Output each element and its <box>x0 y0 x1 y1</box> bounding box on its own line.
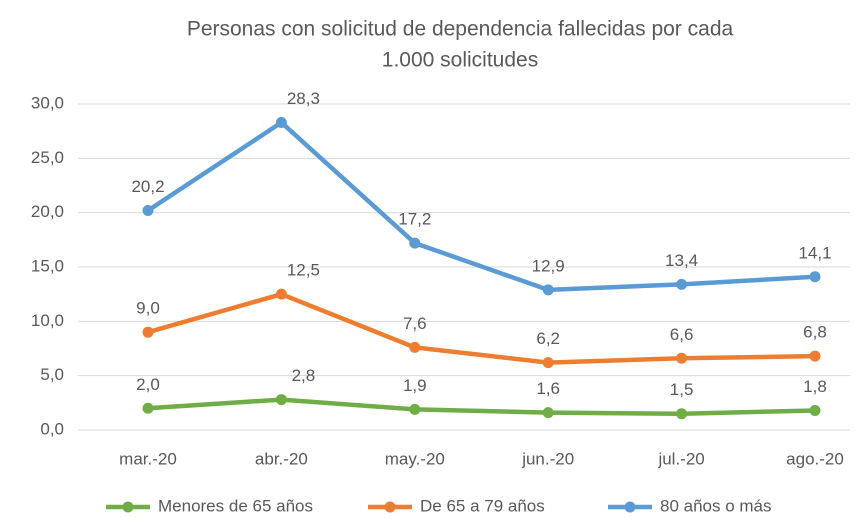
data-label: 13,4 <box>665 251 698 270</box>
data-label: 1,5 <box>670 380 694 399</box>
data-point <box>542 407 554 419</box>
data-label: 6,8 <box>803 323 827 342</box>
data-label: 2,8 <box>292 366 316 385</box>
chart-title: Personas con solicitud de dependencia fa… <box>187 18 734 41</box>
data-point <box>409 403 421 415</box>
data-label: 28,3 <box>287 89 320 108</box>
legend-label: De 65 a 79 años <box>420 496 545 515</box>
data-label: 6,6 <box>670 325 694 344</box>
data-point <box>809 271 821 283</box>
y-tick-label: 30,0 <box>31 93 64 112</box>
data-label: 20,2 <box>131 177 164 196</box>
data-point <box>809 404 821 416</box>
data-label: 17,2 <box>398 210 431 229</box>
data-point <box>542 357 554 369</box>
data-point <box>809 350 821 362</box>
x-tick-label: jun.-20 <box>521 449 574 468</box>
data-label: 9,0 <box>136 299 160 318</box>
y-tick-label: 15,0 <box>31 256 64 275</box>
data-point <box>542 284 554 296</box>
series-line <box>146 120 816 293</box>
legend-marker <box>624 501 636 513</box>
y-tick-label: 20,0 <box>31 202 64 221</box>
y-tick-label: 0,0 <box>40 419 64 438</box>
legend-marker <box>122 501 134 513</box>
x-tick-label: jul.-20 <box>657 449 704 468</box>
data-point <box>142 204 154 216</box>
data-point <box>275 288 287 300</box>
legend-label: 80 años o más <box>660 496 772 515</box>
x-tick-label: mar.-20 <box>119 449 177 468</box>
y-tick-label: 25,0 <box>31 148 64 167</box>
data-label: 7,6 <box>403 314 427 333</box>
data-point <box>676 408 688 420</box>
data-label: 12,9 <box>532 256 565 275</box>
data-point <box>275 116 287 128</box>
data-label: 1,6 <box>536 379 560 398</box>
data-point <box>142 402 154 414</box>
x-tick-label: ago.-20 <box>786 449 844 468</box>
data-label: 12,5 <box>287 261 320 280</box>
series-line <box>147 291 816 365</box>
x-tick-label: may.-20 <box>385 449 445 468</box>
data-label: 1,9 <box>403 376 427 395</box>
chart-title: 1.000 solicitudes <box>382 49 538 72</box>
data-label: 6,2 <box>536 329 560 348</box>
data-label: 1,8 <box>803 377 827 396</box>
data-point <box>676 278 688 290</box>
data-point <box>275 394 287 406</box>
legend-label: Menores de 65 años <box>158 496 313 515</box>
data-label: 2,0 <box>136 375 160 394</box>
y-tick-label: 5,0 <box>40 365 64 384</box>
data-point <box>142 326 154 338</box>
legend-marker <box>384 501 396 513</box>
data-point <box>676 352 688 364</box>
y-tick-label: 10,0 <box>31 311 64 330</box>
data-point <box>409 237 421 249</box>
x-tick-label: abr.-20 <box>255 449 308 468</box>
series-line <box>147 397 816 416</box>
data-point <box>409 341 421 353</box>
data-label: 14,1 <box>798 243 831 262</box>
